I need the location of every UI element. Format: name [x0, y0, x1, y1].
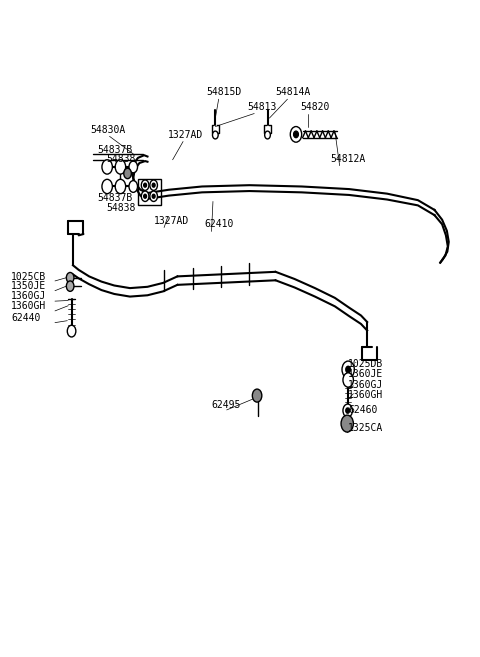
- Bar: [138, 179, 161, 205]
- Text: 1360GH: 1360GH: [348, 390, 384, 400]
- Circle shape: [141, 180, 149, 191]
- Text: 1360GJ: 1360GJ: [348, 380, 384, 390]
- Circle shape: [346, 408, 349, 413]
- Text: 54815D: 54815D: [207, 87, 242, 97]
- Circle shape: [66, 273, 74, 283]
- Circle shape: [342, 361, 354, 378]
- Text: 1360GH: 1360GH: [12, 301, 47, 311]
- Text: 54830A: 54830A: [91, 125, 126, 135]
- Text: 1350JE: 1350JE: [12, 281, 47, 291]
- Text: 54838: 54838: [106, 202, 135, 213]
- Text: 54838: 54838: [106, 154, 135, 164]
- Circle shape: [150, 191, 157, 202]
- Text: 62410: 62410: [204, 219, 234, 229]
- Circle shape: [102, 160, 112, 174]
- Circle shape: [343, 373, 353, 387]
- Text: 54837B: 54837B: [97, 145, 133, 154]
- Circle shape: [213, 131, 218, 139]
- Text: 1325CA: 1325CA: [348, 422, 384, 433]
- Circle shape: [141, 191, 149, 202]
- Text: 1360GJ: 1360GJ: [12, 291, 47, 301]
- Circle shape: [294, 131, 299, 137]
- Text: 1327AD: 1327AD: [168, 129, 203, 139]
- Circle shape: [341, 415, 353, 432]
- Circle shape: [102, 179, 112, 194]
- Text: 54820: 54820: [301, 102, 330, 112]
- Circle shape: [346, 367, 350, 373]
- Text: 1025CB: 1025CB: [12, 271, 47, 282]
- Circle shape: [343, 404, 352, 417]
- Circle shape: [129, 181, 138, 193]
- Text: 62440: 62440: [12, 313, 41, 323]
- Circle shape: [144, 183, 146, 187]
- Text: 62460: 62460: [348, 405, 378, 415]
- Text: 1327AD: 1327AD: [154, 215, 189, 225]
- Text: 54812A: 54812A: [330, 154, 365, 164]
- Circle shape: [290, 127, 301, 142]
- Circle shape: [252, 389, 262, 402]
- Circle shape: [66, 281, 74, 291]
- Circle shape: [264, 131, 270, 139]
- Circle shape: [67, 325, 76, 337]
- Circle shape: [152, 194, 155, 198]
- Circle shape: [129, 161, 138, 173]
- Text: 54837B: 54837B: [97, 193, 133, 203]
- Text: 62495: 62495: [212, 400, 241, 410]
- Text: 54813: 54813: [247, 102, 276, 112]
- Text: 1360JE: 1360JE: [348, 369, 384, 379]
- Circle shape: [144, 194, 146, 198]
- Text: 54814A: 54814A: [276, 87, 311, 97]
- Circle shape: [124, 168, 132, 179]
- Text: 1025DB: 1025DB: [348, 359, 384, 369]
- Circle shape: [115, 179, 126, 194]
- Circle shape: [150, 180, 157, 191]
- Circle shape: [115, 160, 126, 174]
- Circle shape: [152, 183, 155, 187]
